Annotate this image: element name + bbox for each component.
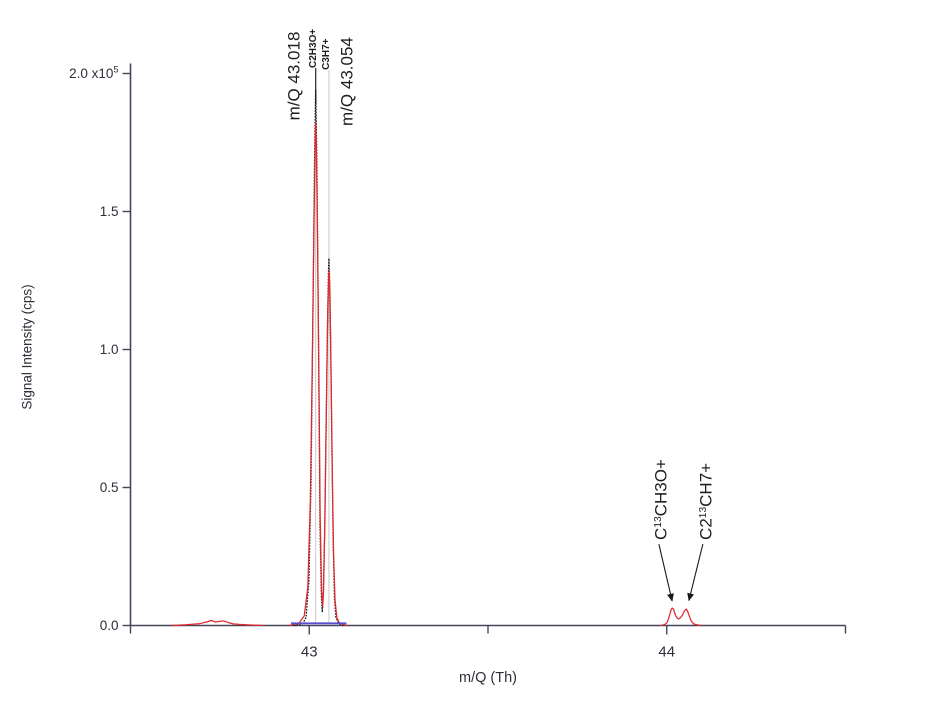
annotation-formula-label-c2h3o: C2H3O+ [308, 29, 319, 68]
x-tick-label-44: 44 [658, 644, 675, 661]
series-peak-fit-seg1 [171, 619, 264, 627]
x-tick-label-43: 43 [301, 644, 318, 661]
x-axis-title: m/Q (Th) [459, 670, 517, 686]
annotation-peak-label-mq-43054: m/Q 43.054 [337, 37, 356, 126]
annotation-arrow-1 [658, 543, 674, 602]
y-tick-label-2-0-x10: 2.0 x105 [69, 65, 118, 82]
y-tick-label-0-0: 0.0 [100, 618, 119, 633]
annotation-isotope-label-c213ch7: C213CH7+ [697, 463, 716, 540]
annotation-peak-label-mq-43018: m/Q 43.018 [285, 32, 304, 121]
series-peak-fit-seg3 [660, 607, 702, 627]
y-tick-label-0-5: 0.5 [100, 480, 119, 495]
annotation-isotope-label-c13ch3o: C13CH3O+ [652, 459, 671, 540]
y-tick-label-1-0: 1.0 [100, 342, 119, 357]
annotation-formula-label-c3h7: C3H7+ [321, 38, 332, 70]
series-peak-fit-seg2 [289, 122, 348, 627]
annotation-arrow-2 [687, 543, 704, 602]
y-tick-label-1-5: 1.5 [100, 204, 119, 219]
y-axis-title: Signal Intensity (cps) [19, 284, 35, 410]
